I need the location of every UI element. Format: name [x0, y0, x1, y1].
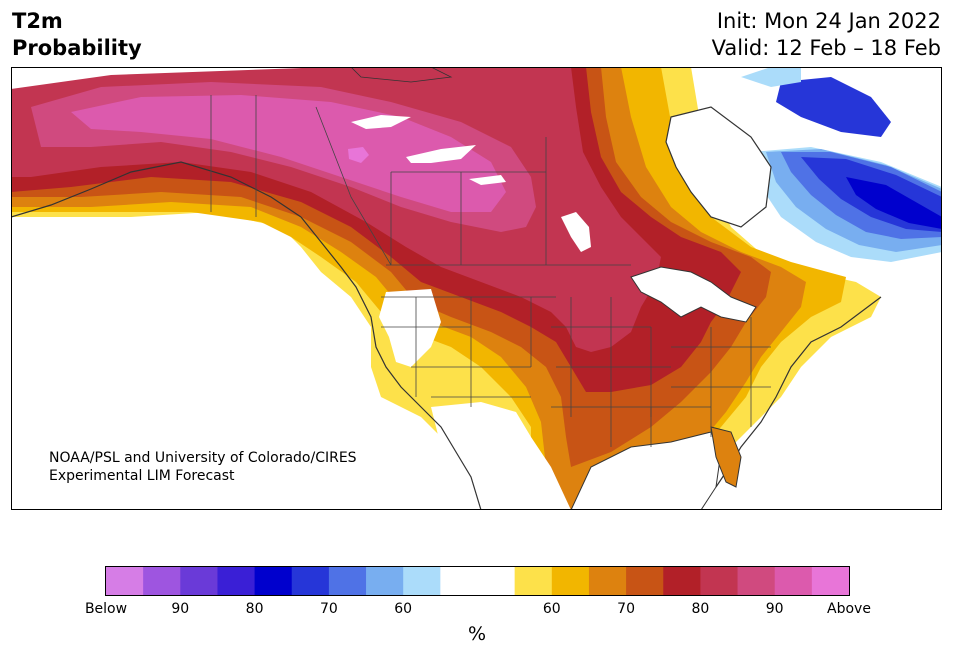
colorbar: [105, 566, 850, 596]
colorbar-swatch: [254, 567, 293, 595]
forecast-dates: Init: Mon 24 Jan 2022 Valid: 12 Feb – 18…: [712, 8, 941, 62]
lake-winnipeg: [561, 212, 591, 252]
pacific-coast: [300, 216, 482, 510]
colorbar-swatch: [403, 567, 441, 595]
colorbar-swatch: [626, 567, 664, 595]
colorbar-tick-label: Below: [84, 601, 128, 617]
great-lakes: [630, 266, 757, 323]
credit-line-1: NOAA/PSL and University of Colorado/CIRE…: [49, 450, 357, 466]
colorbar-tick-label: 90: [765, 601, 784, 617]
colorbar-swatch: [217, 567, 256, 595]
colorbar-swatch: [106, 567, 144, 595]
admin-boundaries: [210, 95, 771, 447]
variable-label: T2m: [12, 9, 63, 33]
colorbar-swatch: [291, 567, 330, 595]
north-atlantic-water: [891, 122, 942, 187]
above-strong-region: [71, 95, 506, 212]
forecast-map: [11, 67, 942, 510]
colorbar-unit: %: [467, 623, 487, 645]
colorbar-swatch: [328, 567, 367, 595]
colorbar-swatch: [811, 567, 850, 595]
florida: [710, 426, 742, 488]
valid-range: Valid: 12 Feb – 18 Feb: [711, 36, 941, 60]
colorbar-swatch: [514, 567, 553, 595]
neutral-mexico-region: [431, 402, 571, 510]
colorbar-swatch: [477, 567, 516, 595]
colorbar-swatch: [700, 567, 739, 595]
great-slave-lake: [351, 115, 411, 129]
colorbar-swatch: [143, 567, 181, 595]
product-label: Probability: [12, 36, 142, 60]
credit-line-2: Experimental LIM Forecast: [49, 468, 235, 484]
colorbar-border: [105, 566, 850, 596]
colorbar-tick-label: 70: [319, 601, 338, 617]
below-90-region: [846, 177, 942, 229]
colorbar-swatch: [440, 567, 478, 595]
colorbar-tick-label: 60: [394, 601, 413, 617]
colorbar-swatch: [551, 567, 590, 595]
great-bear-lake: [406, 145, 476, 163]
colorbar-swatch: [774, 567, 813, 595]
hudson-bay: [665, 106, 772, 228]
colorbar-tick-label: Above: [827, 601, 871, 617]
colorbar-tick-label: 90: [171, 601, 190, 617]
init-date: Init: Mon 24 Jan 2022: [716, 9, 941, 33]
baffin-below-region: [776, 77, 891, 137]
colorbar-swatch: [366, 567, 404, 595]
colorbar-swatch: [737, 567, 776, 595]
baffin-light-region: [741, 67, 801, 87]
arctic-islands: [350, 67, 453, 83]
colorbar-tick-label: 70: [617, 601, 636, 617]
colorbar-swatch: [180, 567, 218, 595]
colorbar-swatch: [663, 567, 701, 595]
credit-text: NOAA/PSL and University of Colorado/CIRE…: [49, 449, 357, 485]
map-border: [11, 67, 942, 510]
colorbar-tick-label: 80: [245, 601, 264, 617]
above-peak-spot: [348, 147, 369, 163]
map-title: T2m Probability: [12, 8, 142, 62]
neutral-southwest-region: [379, 289, 441, 367]
colorbar-tick-label: 80: [691, 601, 710, 617]
colorbar-swatch: [588, 567, 627, 595]
colorbar-tick-label: 60: [542, 601, 561, 617]
alaska-coast: [11, 161, 302, 218]
lake-athabasca: [469, 175, 506, 185]
